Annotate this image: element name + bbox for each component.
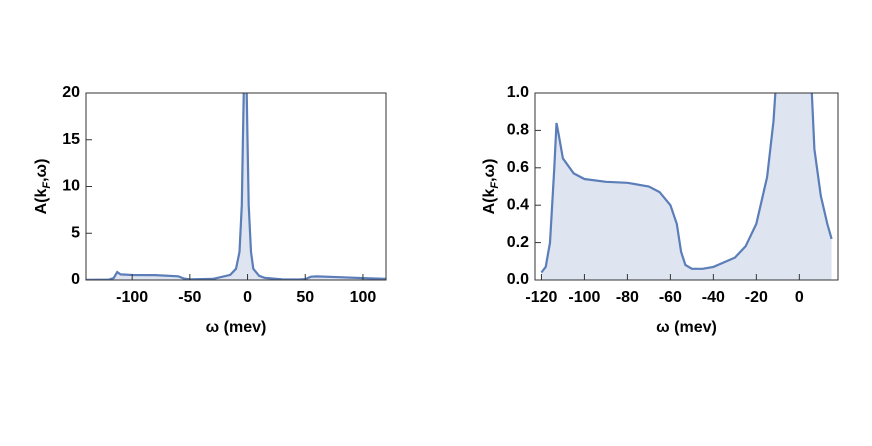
- y-label-tail: ,ω): [33, 159, 50, 182]
- y-label-sub: F: [489, 182, 501, 189]
- y-label-tail: ,ω): [481, 159, 498, 182]
- y-tick-label: 0.2: [507, 234, 529, 251]
- x-tick-label: 0: [795, 289, 804, 306]
- y-label-sub: F: [41, 182, 53, 189]
- line: [86, 93, 386, 280]
- area-fill: [86, 93, 386, 280]
- y-axis-label: A(kF,ω): [33, 159, 53, 215]
- x-tick-label: -60: [659, 289, 682, 306]
- x-tick-label: 0: [243, 289, 252, 306]
- x-axis-label: ω (mev): [206, 319, 267, 336]
- x-tick-label: -120: [525, 289, 557, 306]
- x-tick-label: -100: [568, 289, 600, 306]
- y-axis-label: A(kF,ω): [481, 159, 501, 215]
- y-tick-label: 0.0: [507, 271, 529, 288]
- y-tick-label: 0.6: [507, 159, 529, 176]
- y-tick-label: 1.0: [507, 84, 529, 101]
- x-tick-label: -80: [616, 289, 639, 306]
- x-tick-label: 100: [350, 289, 377, 306]
- y-tick-label: 0.8: [507, 122, 529, 139]
- y-tick-label: 0.4: [507, 196, 529, 213]
- plot-frame: [85, 92, 387, 281]
- plot-frame: [534, 92, 839, 281]
- chart: -100 -50 0 50 100 0 5 10 15 20 ω (mev) A(kF,ω): [33, 84, 387, 336]
- y-tick-label: 5: [71, 224, 80, 241]
- x-tick-label: 50: [296, 289, 314, 306]
- x-tick-label: -50: [178, 289, 201, 306]
- line: [540, 93, 833, 274]
- y-label-main: A(k: [33, 189, 50, 215]
- area-fill: [541, 93, 832, 280]
- y-tick-label: 20: [62, 84, 80, 101]
- x-tick-label: -20: [745, 289, 768, 306]
- x-tick-label: -100: [116, 289, 148, 306]
- y-tick-label: 0: [71, 271, 80, 288]
- y-tick-label: 15: [62, 131, 80, 148]
- y-tick-label: 10: [62, 178, 80, 195]
- y-label-main: A(k: [481, 189, 498, 215]
- chart: -120 -100 -80 -60 -40 -20 0 0.0 0.2 0.4 0.6 0.8 1.0 ω…: [481, 84, 839, 336]
- x-axis-label: ω (mev): [656, 319, 717, 336]
- x-tick-label: -40: [702, 289, 725, 306]
